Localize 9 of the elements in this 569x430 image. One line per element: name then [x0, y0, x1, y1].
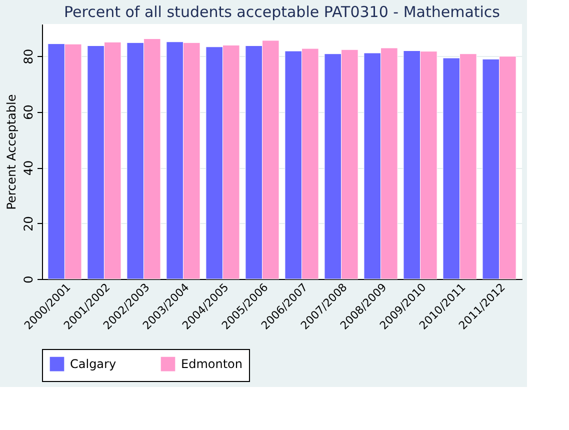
y-axis-title: Percent Acceptable — [4, 94, 18, 210]
y-tick-label: 60 — [22, 104, 36, 120]
y-tick-label: 40 — [22, 160, 36, 176]
legend-label: Edmonton — [181, 357, 242, 372]
y-tick-label: 20 — [22, 216, 36, 232]
y-tick-label: 80 — [22, 48, 36, 64]
chart-title: Percent of all students acceptable PAT0310 - Mathematics — [64, 3, 500, 21]
legend-label: Calgary — [70, 357, 116, 372]
y-tick-label: 0 — [22, 276, 36, 284]
